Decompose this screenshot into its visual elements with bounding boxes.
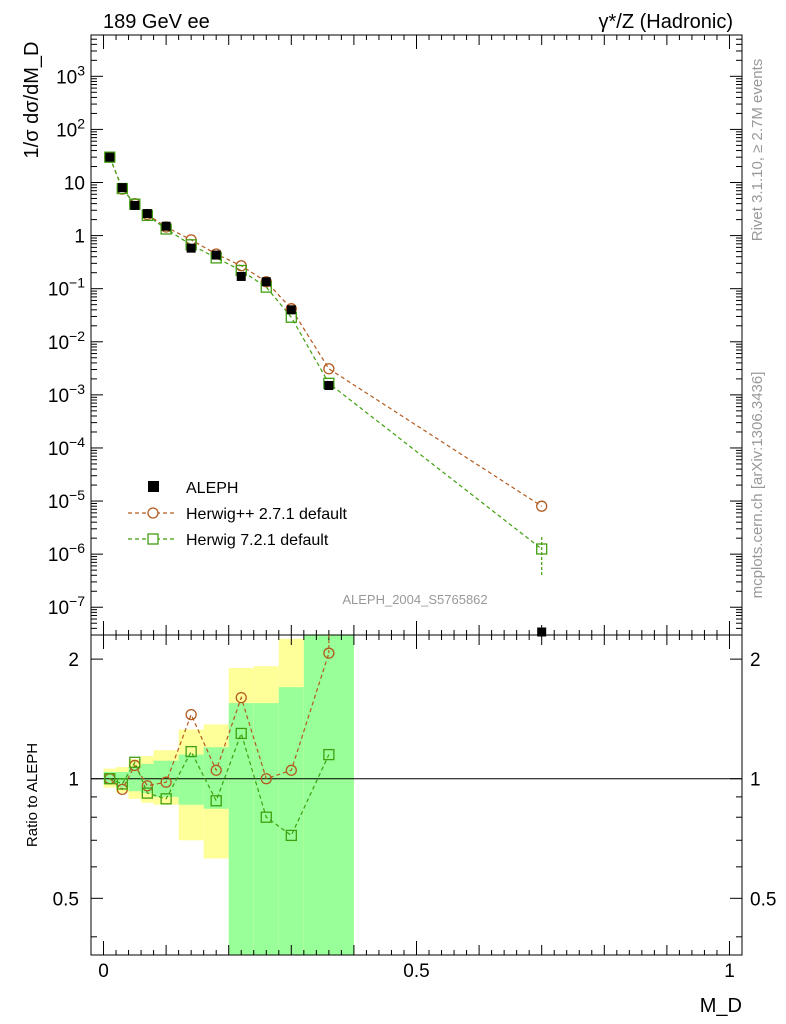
header-right: γ*/Z (Hadronic) <box>599 11 733 33</box>
herwigpp-ratio-point <box>185 708 197 721</box>
aleph-point <box>117 183 127 193</box>
y-tick-label: 10−1 <box>48 275 85 301</box>
analysis-watermark: ALEPH_2004_S5765862 <box>342 592 487 607</box>
herwigpp-ratio-point <box>260 773 272 785</box>
herwig7-point <box>536 543 548 555</box>
ratio-bands <box>103 635 354 955</box>
y-tick-label: 10−7 <box>48 593 85 619</box>
aleph-point <box>236 271 246 281</box>
aleph-point <box>324 381 334 391</box>
herwig7-ratio-point <box>104 773 116 785</box>
herwigpp-point <box>323 363 335 375</box>
x-tick-label: 0 <box>98 961 109 982</box>
y-tick-label: 10−3 <box>48 381 85 407</box>
legend-marker-herwigpp <box>147 507 159 519</box>
x-tick-label: 0.5 <box>403 961 429 982</box>
herwig7-ratio-point <box>260 811 272 823</box>
herwig7-ratio-line <box>109 731 330 837</box>
legend-label-aleph: ALEPH <box>186 480 238 497</box>
series-layer <box>104 151 548 842</box>
y-tick-label: 10−2 <box>48 328 85 354</box>
herwig7-ratio-point <box>235 727 247 740</box>
ratio-tick-label: 1 <box>750 770 761 791</box>
herwigpp-ratio-point <box>160 776 172 788</box>
header-left: 189 GeV ee <box>103 11 210 33</box>
axes: 10−7 10−6 10−5 10−4 10−3 10−2 10−1 1 10 102 103 0 0.… <box>48 34 776 982</box>
ratio-tick-label: 2 <box>750 650 761 671</box>
uncertainty-band-inner <box>228 703 254 955</box>
legend-label-herwig7: Herwig 7.2.1 default <box>186 532 329 549</box>
x-tick-label: 1 <box>724 961 735 982</box>
herwig7-ratio-point <box>285 829 297 842</box>
herwig7-ratio-point <box>160 793 172 805</box>
aleph-point <box>142 209 152 219</box>
y-tick-label: 10−6 <box>48 540 85 566</box>
ratio-tick-label: 2 <box>68 650 79 671</box>
ratio-axis-label: Ratio to ALEPH <box>24 743 41 847</box>
herwigpp-line <box>109 156 543 507</box>
herwigpp-ratio-point <box>323 647 335 659</box>
herwigpp-ratio-point <box>210 764 222 776</box>
aleph-point <box>286 305 296 315</box>
herwig7-ratio-point <box>323 748 335 761</box>
mcplots-credit-text: mcplots.cern.ch [arXiv:1306.3436] <box>749 372 766 599</box>
herwig7-ratio-point <box>185 745 197 758</box>
herwig7-line <box>109 156 543 550</box>
ratio-tick-label: 0.5 <box>750 889 776 910</box>
herwig7-ratio-point <box>141 787 153 799</box>
aleph-point <box>105 152 115 162</box>
aleph-point <box>161 221 171 231</box>
ratio-tick-label: 1 <box>68 770 79 791</box>
uncertainty-band-inner <box>278 687 304 955</box>
herwig7-ratio-point <box>129 756 141 768</box>
herwigpp-ratio-point <box>141 780 153 792</box>
aleph-point <box>186 243 196 253</box>
y-tick-label: 1 <box>74 227 85 248</box>
herwigpp-point <box>536 500 548 512</box>
herwig7-ratio-point <box>210 795 222 807</box>
aleph-point <box>537 627 547 637</box>
y-tick-label: 102 <box>56 115 85 141</box>
y-tick-label: 10−4 <box>48 434 85 460</box>
aleph-point <box>261 277 271 287</box>
y-axis-label: 1/σ dσ/dM_D <box>21 42 43 159</box>
herwig7-ratio-point <box>116 778 128 790</box>
legend-marker-aleph <box>148 481 159 492</box>
legend-label-herwigpp: Herwig++ 2.7.1 default <box>186 506 348 523</box>
y-tick-label: 103 <box>56 62 85 88</box>
herwig7-point <box>104 151 116 163</box>
uncertainty-band-inner <box>178 754 204 805</box>
legend: ALEPH Herwig++ 2.7.1 default Herwig 7.2.1 … <box>128 480 348 549</box>
legend-marker-herwig7 <box>147 533 159 545</box>
herwigpp-ratio-point <box>285 764 297 776</box>
y-tick-label: 10−5 <box>48 487 85 513</box>
aleph-point <box>130 200 140 210</box>
y-tick-label: 10 <box>64 173 85 194</box>
herwigpp-ratio-point <box>235 691 247 704</box>
uncertainty-band-inner <box>253 703 279 955</box>
x-axis-label: M_D <box>700 995 742 1017</box>
aleph-point <box>211 250 221 260</box>
uncertainty-band-inner <box>303 635 354 955</box>
ratio-tick-label: 0.5 <box>53 889 79 910</box>
rivet-version-text: Rivet 3.1.10, ≥ 2.7M events <box>749 59 766 242</box>
